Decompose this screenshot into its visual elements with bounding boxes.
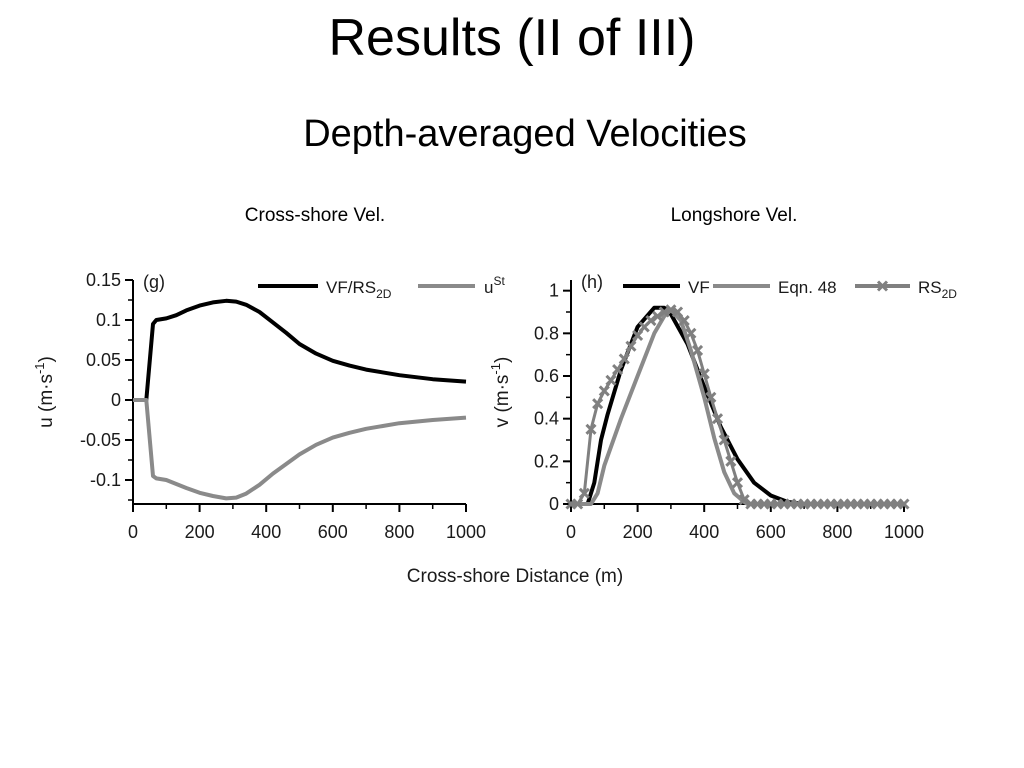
chart-h: 0 200 400 600 800 1000 1 0.8 0.6 0.4 0.2 0 v (m·s-1)… (488, 272, 957, 542)
data-point (738, 494, 750, 506)
data-point (618, 353, 630, 365)
series-eqn-48-line (571, 307, 904, 506)
data-point (691, 344, 704, 356)
data-point (632, 329, 644, 342)
x-tick-label: 400 (251, 522, 281, 542)
data-point (725, 455, 737, 467)
legend-label: RS2D (918, 278, 957, 301)
y-tick-label: 0.1 (96, 310, 121, 330)
y-tick-label: 0.8 (534, 323, 559, 343)
y-tick-label: -0.05 (80, 430, 121, 450)
left-panel-caption: Cross-shore Vel. (244, 205, 386, 226)
right-panel-caption: Longshore Vel. (670, 205, 798, 226)
y-tick-label: 1 (549, 281, 559, 301)
x-tick-label: 400 (689, 522, 719, 542)
chart-g: 0 200 400 600 800 1000 0.15 0.1 0.05 0 -0.05 -0.1 u … (32, 270, 505, 542)
panel-label: (h) (581, 272, 603, 292)
shared-x-axis-label: Cross-shore Distance (m) (407, 566, 623, 587)
data-point (652, 310, 664, 322)
legend-label: uSt (484, 274, 505, 297)
data-point (718, 434, 730, 446)
data-point (898, 498, 910, 510)
y-tick-label: 0 (111, 390, 121, 410)
data-point (671, 306, 684, 318)
series-vf-rs2d-line (133, 298, 467, 402)
data-point (592, 398, 604, 410)
data-point (705, 391, 717, 403)
x-tick-label: 200 (623, 522, 653, 542)
data-point (731, 477, 744, 489)
slide-title: Results (II of III) (328, 9, 696, 67)
series-ust-line (133, 398, 467, 501)
data-point (578, 487, 590, 499)
y-axis-label: u (m·s-1) (32, 356, 57, 428)
data-point (572, 498, 584, 510)
data-point (698, 368, 710, 380)
data-point (585, 423, 597, 435)
slide-subtitle: Depth-averaged Velocities (303, 113, 747, 155)
data-point (685, 327, 697, 339)
data-point (711, 413, 724, 425)
y-tick-label: 0.05 (86, 350, 121, 370)
x-tick-label: 0 (128, 522, 138, 542)
data-point (612, 364, 624, 376)
data-point (678, 314, 690, 327)
y-tick-label: -0.1 (90, 470, 121, 490)
series-rs2d-line (571, 308, 904, 506)
x-tick-label: 600 (756, 522, 786, 542)
y-tick-label: 0.2 (534, 451, 559, 471)
x-tick-label: 200 (185, 522, 215, 542)
y-tick-label: 0.6 (534, 366, 559, 386)
y-axis-label: v (m·s-1) (488, 357, 513, 428)
legend-marker (876, 280, 889, 292)
x-tick-label: 1000 (446, 522, 486, 542)
legend-label: Eqn. 48 (778, 278, 837, 297)
panel-label: (g) (143, 272, 165, 292)
x-tick-label: 600 (318, 522, 348, 542)
series-vf-line (571, 305, 904, 506)
legend-label: VF/RS2D (326, 278, 392, 301)
x-tick-label: 800 (384, 522, 414, 542)
x-tick-label: 1000 (884, 522, 924, 542)
y-tick-label: 0.15 (86, 270, 121, 290)
data-point (598, 385, 610, 397)
legend-label: VF (688, 278, 710, 297)
x-tick-label: 800 (822, 522, 852, 542)
y-tick-label: 0.4 (534, 409, 559, 429)
data-point (645, 314, 657, 327)
x-tick-label: 0 (566, 522, 576, 542)
data-point (605, 374, 617, 386)
data-point (625, 340, 637, 352)
y-tick-label: 0 (549, 494, 559, 514)
